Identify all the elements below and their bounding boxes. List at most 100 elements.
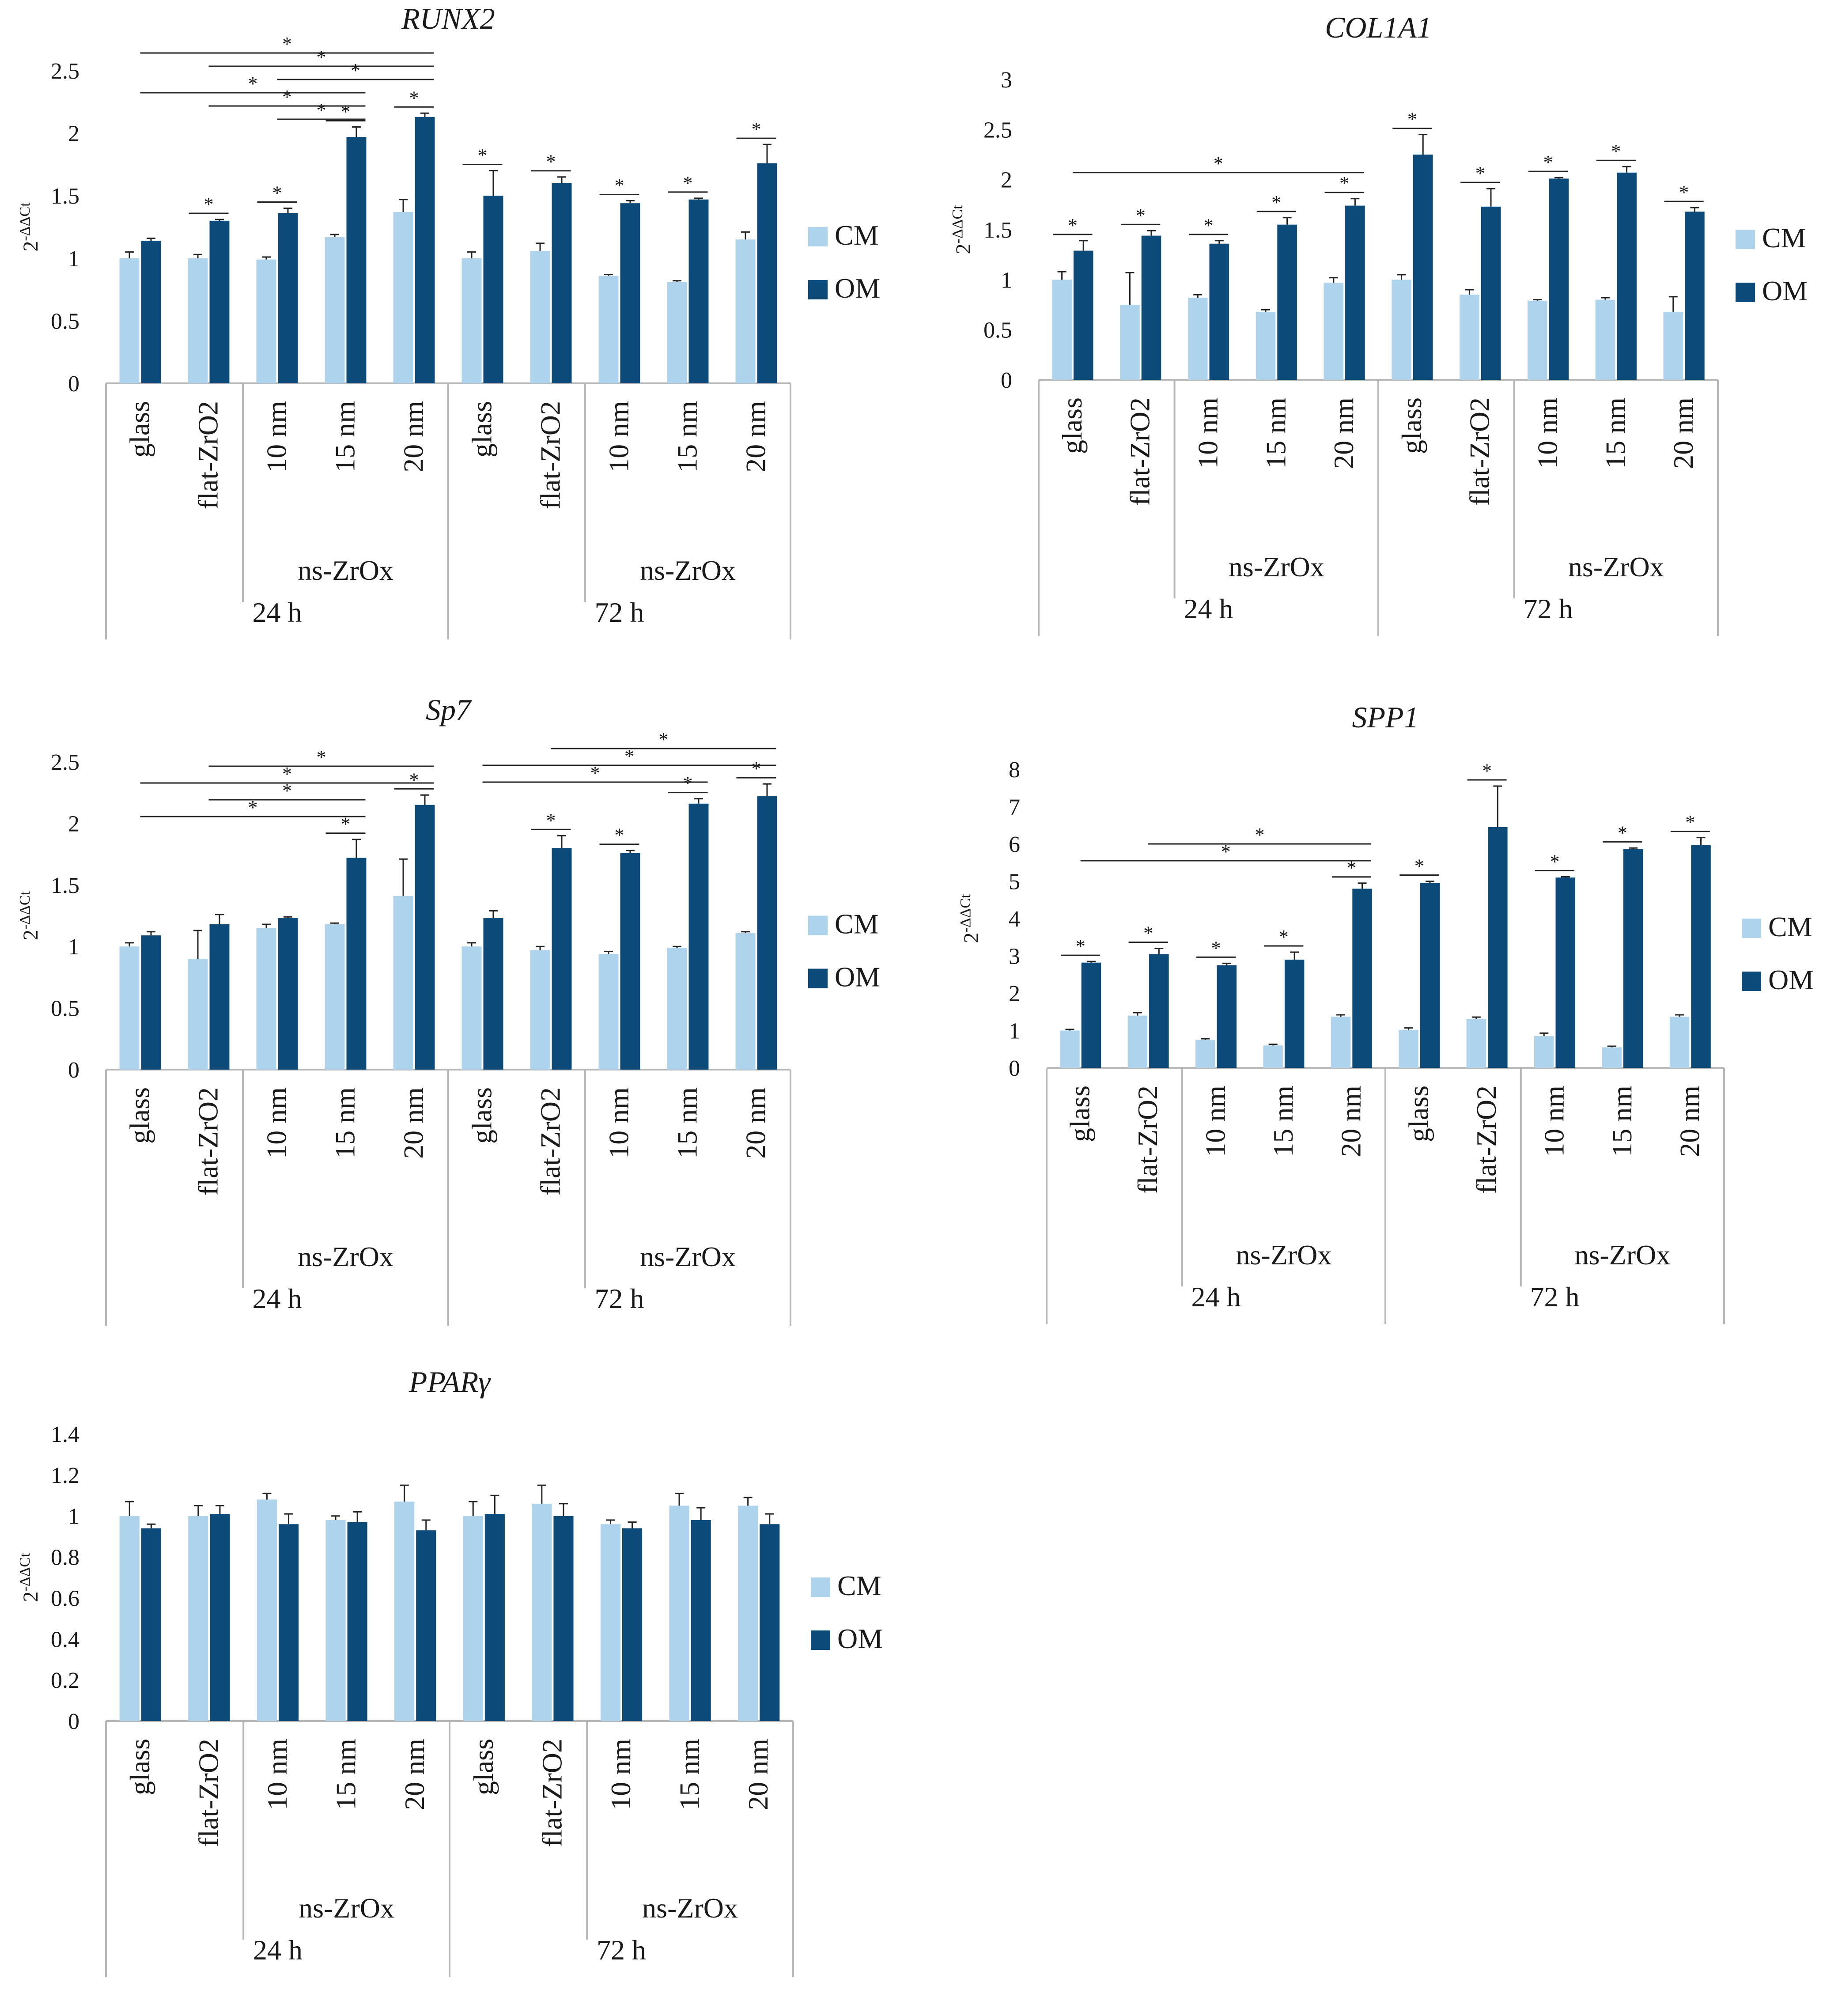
bar-cm [1324,283,1344,380]
bar-om [1685,212,1705,380]
y-tick-label: 8 [1009,757,1020,783]
category-label: 10 nm [605,1739,636,1810]
y-tick-label: 6 [1009,832,1020,857]
y-tick-label: 2.5 [51,750,79,775]
bar-cm [394,1502,415,1721]
y-tick-label: 2 [1001,168,1012,193]
category-label: flat-ZrO2 [1471,1086,1502,1194]
significance-star: * [341,813,351,835]
time-label: 72 h [595,597,644,628]
significance-star: * [546,809,556,831]
bar-cm [188,959,208,1070]
comparison-star: * [248,797,257,818]
significance-star: * [1339,173,1349,194]
bar-om [1073,250,1093,380]
bar-cm [119,258,140,383]
legend-swatch-cm [811,1577,830,1597]
subgroup-label: ns-ZrOx [1568,551,1664,582]
bar-cm [1195,1040,1215,1068]
bar-om [691,1520,711,1721]
significance-star: * [1407,109,1417,130]
significance-star: * [1475,163,1485,184]
category-label: glass [124,1739,155,1795]
subgroup-label: ns-ZrOx [640,1241,736,1272]
time-label: 24 h [253,597,302,628]
bar-om [1141,235,1161,380]
bar-cm [1534,1036,1554,1068]
y-tick-label: 7 [1009,795,1020,820]
comparison-star: * [590,762,600,784]
category-label: flat-ZrO2 [1124,397,1156,506]
time-label: 72 h [1530,1281,1580,1312]
y-tick-label: 4 [1009,907,1020,932]
subgroup-label: ns-ZrOx [298,1241,393,1272]
y-tick-label: 0 [68,1709,79,1734]
legend-label: CM [835,219,879,251]
category-label: 20 nm [1668,397,1699,469]
bar-cm [532,1503,552,1721]
legend-swatch-om [808,968,828,988]
bar-cm [325,924,345,1070]
significance-star: * [615,175,624,197]
comparison-star: * [658,729,668,750]
category-label: flat-ZrO2 [536,1739,567,1847]
category-label: 20 nm [399,1739,430,1810]
category-label: 10 nm [261,1739,293,1810]
significance-star: * [409,87,419,109]
bar-om [1481,206,1501,380]
category-label: 10 nm [1200,1086,1231,1157]
category-label: flat-ZrO2 [193,1739,224,1847]
bar-cm [667,947,687,1070]
comparison-star: * [1255,824,1264,846]
bar-cm [1127,1015,1148,1068]
bar-cm [735,239,756,383]
y-axis-label-sup: -ΔΔCt [17,202,33,241]
bar-om [757,796,777,1070]
y-tick-label: 1 [68,1504,79,1529]
bar-cm [1399,1029,1418,1068]
bar-cm [1460,295,1479,380]
significance-star: * [1679,182,1689,203]
bar-cm [119,1516,140,1721]
y-tick-label: 3 [1009,944,1020,969]
significance-star: * [1346,857,1356,879]
comparison-star: * [351,60,360,81]
legend-swatch-om [1742,972,1761,991]
bar-cm [1052,280,1072,380]
bar-cm [530,250,550,383]
bar-om [1352,889,1372,1068]
category-label: 15 nm [674,1739,705,1810]
bar-cm [1263,1045,1283,1068]
y-tick-label: 0.2 [51,1668,79,1693]
bar-om [1691,845,1711,1068]
bar-cm [1466,1019,1486,1068]
category-label: 20 nm [742,1739,774,1810]
bar-om [346,137,367,383]
time-label: 24 h [1184,593,1233,624]
bar-om [622,1528,643,1721]
bar-cm [188,258,208,383]
comparison-star: * [1221,841,1231,862]
significance-star: * [683,172,693,194]
bar-om [141,241,161,383]
comparison-star: * [316,99,326,121]
significance-star: * [1136,204,1146,226]
bar-om [1149,954,1169,1068]
bar-om [1217,965,1237,1068]
category-label: 15 nm [1260,397,1291,469]
bar-om [1555,878,1575,1068]
bar-cm [1120,305,1140,380]
significance-star: * [1211,937,1221,959]
bar-om [1549,178,1569,380]
category-label: 20 nm [740,1087,772,1159]
category-label: 20 nm [740,401,772,473]
significance-star: * [546,151,556,173]
y-tick-label: 5 [1009,870,1020,895]
bar-cm [667,282,687,383]
significance-star: * [1068,215,1078,236]
comparison-star: * [282,763,292,785]
category-label: 15 nm [1267,1086,1299,1157]
time-label: 72 h [595,1283,644,1314]
y-tick-label: 0 [68,371,79,397]
